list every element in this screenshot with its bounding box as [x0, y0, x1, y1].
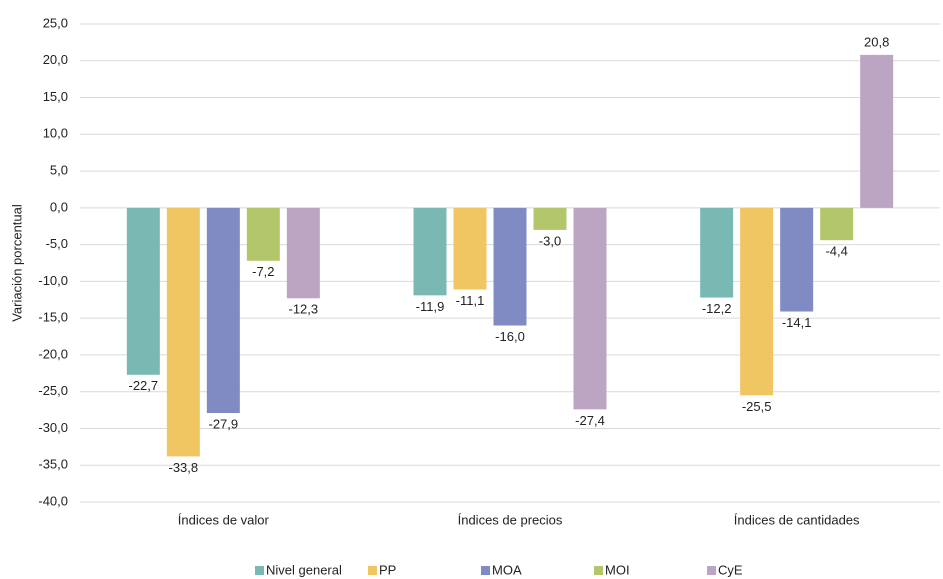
value-label: -16,0 [495, 329, 525, 344]
value-label: -25,5 [742, 399, 772, 414]
y-tick-label: -5,0 [46, 236, 68, 251]
bar [286, 207, 320, 299]
legend-label: CyE [718, 562, 743, 577]
value-label: -11,1 [456, 293, 485, 308]
value-label: -27,4 [575, 413, 605, 428]
y-axis-title: Variación porcentual [9, 204, 24, 322]
bar [740, 207, 774, 396]
value-label: -14,1 [782, 315, 812, 330]
bar [700, 207, 734, 298]
bar [246, 207, 280, 261]
y-tick-label: -30,0 [38, 420, 68, 435]
value-label: -12,2 [702, 301, 732, 316]
legend-swatch [481, 566, 490, 575]
value-label: 20,8 [864, 34, 889, 49]
bar [860, 54, 894, 208]
y-tick-label: -40,0 [38, 493, 68, 508]
y-tick-label: 10,0 [43, 126, 68, 141]
legend-swatch [255, 566, 264, 575]
value-label: -3,0 [539, 233, 561, 248]
legend-swatch [368, 566, 377, 575]
x-tick-label: Índices de cantidades [734, 512, 860, 527]
legend-label: MOI [605, 562, 630, 577]
bar [493, 207, 527, 326]
value-label: -4,4 [825, 244, 847, 259]
y-tick-label: -15,0 [38, 310, 68, 325]
y-tick-label: 15,0 [43, 89, 68, 104]
y-tick-label: -20,0 [38, 346, 68, 361]
bar [573, 207, 607, 410]
value-label: -11,9 [416, 299, 445, 314]
y-tick-label: -10,0 [38, 273, 68, 288]
y-tick-label: 25,0 [43, 15, 68, 30]
bar [166, 207, 200, 457]
legend-swatch [707, 566, 716, 575]
bar [780, 207, 814, 312]
value-label: -27,9 [209, 416, 239, 431]
value-label: -12,3 [289, 302, 319, 317]
legend-swatch [594, 566, 603, 575]
bar [413, 207, 447, 296]
bar [206, 207, 240, 414]
legend-label: PP [379, 562, 396, 577]
y-tick-label: -25,0 [38, 383, 68, 398]
bar [126, 207, 160, 375]
x-tick-label: Índices de valor [178, 512, 270, 527]
legend-label: MOA [492, 562, 522, 577]
value-label: -22,7 [129, 378, 159, 393]
bar [820, 207, 854, 241]
bar [533, 207, 567, 230]
value-label: -7,2 [252, 264, 274, 279]
y-tick-label: 0,0 [50, 199, 68, 214]
y-tick-label: 20,0 [43, 52, 68, 67]
legend-label: Nivel general [266, 562, 342, 577]
x-tick-label: Índices de precios [458, 512, 563, 527]
y-tick-label: 5,0 [50, 163, 68, 178]
bar [453, 207, 487, 290]
y-tick-label: -35,0 [38, 457, 68, 472]
value-label: -33,8 [169, 460, 199, 475]
